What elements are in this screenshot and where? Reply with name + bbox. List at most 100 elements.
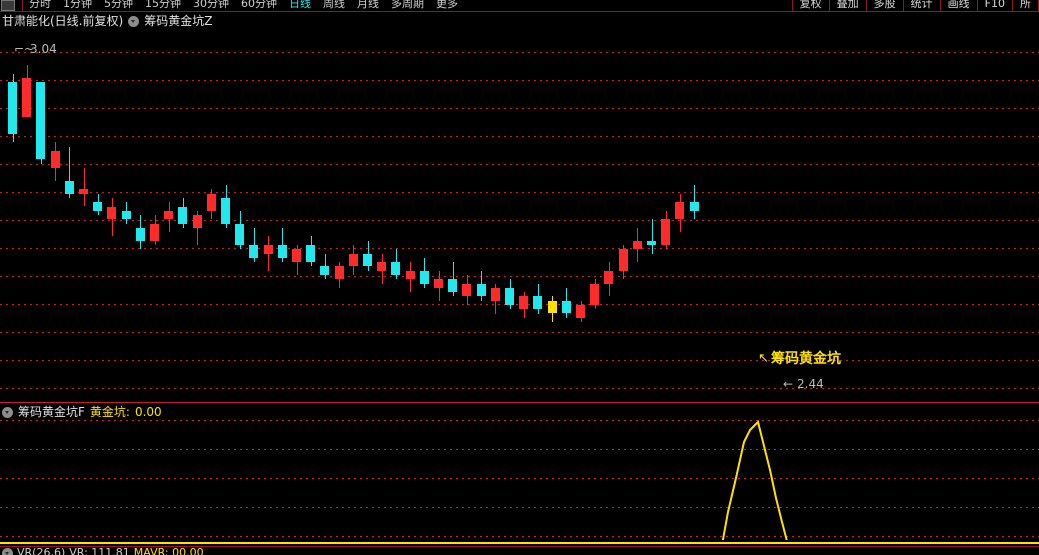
indicator-gridline-0 [0,420,1039,421]
candle-body [107,206,116,220]
candle-body [420,270,429,284]
bottom-line-series [0,542,1039,544]
candle-body [406,270,415,280]
candle-body [193,215,202,228]
indicator-panel[interactable]: 筹码黄金坑F 黄金坑: 0.00 [0,402,1039,548]
period-tab-10[interactable]: 更多 [436,0,458,10]
candle-body [576,304,585,318]
candle-body [462,283,471,297]
candle-body [434,279,443,288]
candle-wick [69,146,70,198]
price-chart-panel[interactable]: ⌐~ 3.04 ← 2.44 ↖ 筹码黄金坑 甘肃能化(日线.前复权) 筹码黄金… [0,13,1039,402]
period-tab-5[interactable]: 60分钟 [241,0,277,10]
gridline-2 [0,108,1039,109]
period-tab-0[interactable]: 分时 [29,0,51,10]
period-tab-3[interactable]: 15分钟 [145,0,181,10]
bottom-indicator-panel[interactable]: VR(26,6) VR: 111.81 MAVR: 00.00 [0,540,1039,555]
gridline-12 [0,388,1039,389]
indicator-gridline-2 [0,478,1039,479]
indicator-gridlines [0,402,1039,548]
chart-indicator-label[interactable]: 筹码黄金坑Z [144,14,213,28]
signal-annotation: 筹码黄金坑 [771,351,841,367]
chevron-down-circle-icon[interactable] [128,16,140,27]
candle-body [661,219,670,245]
toolbar-button-4[interactable]: 画线 [939,0,977,11]
period-tab-6[interactable]: 日线 [289,0,311,10]
period-tab-4[interactable]: 30分钟 [193,0,229,10]
candle-body [335,266,344,280]
low-price-arrow-icon: ← [783,377,794,391]
candlestick-series [0,13,1039,402]
candle-body [22,78,31,117]
candle-body [207,193,216,211]
candle-body [8,82,17,134]
bottom-panel-divider [0,546,1039,547]
candle-wick [254,227,255,263]
candle-body [477,283,486,297]
toolbar-button-1[interactable]: 叠加 [828,0,866,11]
candle-body [150,223,159,241]
indicator-panel-divider [0,402,1039,403]
period-tab-2[interactable]: 5分钟 [104,0,133,10]
period-tab-9[interactable]: 多周期 [391,0,424,10]
candle-wick [453,262,454,297]
gridline-11 [0,360,1039,361]
candle-wick [652,219,653,254]
indicator-value: 0.00 [134,405,162,419]
gridline-1 [0,80,1039,81]
candle-body [306,245,315,263]
candle-body [548,300,557,314]
candle-body [278,245,287,258]
indicator-spike-line [0,420,1039,546]
candle-body [562,300,571,314]
candle-wick [694,185,695,220]
candle-body [505,287,514,305]
bottom-panel-header: VR(26,6) VR: 111.81 MAVR: 00.00 [2,547,204,555]
gridline-6 [0,220,1039,221]
toolbar-button-0[interactable]: 复权 [791,0,829,11]
candle-body [122,210,131,220]
candle-body [178,206,187,224]
candle-wick [268,236,269,271]
gridline-7 [0,248,1039,249]
candle-body [292,249,301,263]
candle-wick [84,167,85,207]
indicator-name[interactable]: 筹码黄金坑F [18,405,85,419]
indicator-value-label: 黄金坑: [89,405,130,419]
top-toolbar: 分时 1分钟 5分钟 15分钟 30分钟 60分钟 日线 周线 月线 多周期 更多 复权 叠加 多股 统计… [0,0,1039,13]
toolbar-button-6[interactable]: 所 [1012,0,1039,11]
toolbar-right-buttons: 复权 叠加 多股 统计 画线 F10 所 [791,0,1039,12]
chevron-down-circle-icon[interactable] [2,547,13,555]
candle-wick [197,210,198,245]
toolbar-button-3[interactable]: 统计 [902,0,940,11]
toolbar-button-2[interactable]: 多股 [865,0,903,11]
period-tab-1[interactable]: 1分钟 [63,0,92,10]
period-tab-8[interactable]: 月线 [357,0,379,10]
candle-body [221,197,230,224]
candle-body [249,245,258,258]
toolbar-button-5[interactable]: F10 [976,0,1012,11]
bottom-indicator-value: VR: 111.81 [69,546,130,555]
indicator-gridline-4 [0,536,1039,537]
indicator-panel-header: 筹码黄金坑F 黄金坑: 0.00 [2,405,162,420]
candle-body [619,249,628,271]
candle-body [675,202,684,220]
bottom-indicator-name[interactable]: VR(26,6) [17,546,66,555]
candle-body [320,266,329,275]
candle-body [448,279,457,293]
window-icon[interactable] [1,0,15,11]
gridline-8 [0,276,1039,277]
candle-body [235,223,244,245]
chart-panel-header: 甘肃能化(日线.前复权) 筹码黄金坑Z [2,14,212,29]
candle-body [36,82,45,160]
chevron-down-circle-icon[interactable] [2,407,13,418]
candle-body [136,227,145,241]
candle-body [65,180,74,194]
period-tab-7[interactable]: 周线 [323,0,345,10]
candle-body [363,253,372,267]
indicator-gridline-3 [0,507,1039,508]
candle-body [93,202,102,211]
candle-body [264,245,273,254]
candle-body [647,240,656,245]
